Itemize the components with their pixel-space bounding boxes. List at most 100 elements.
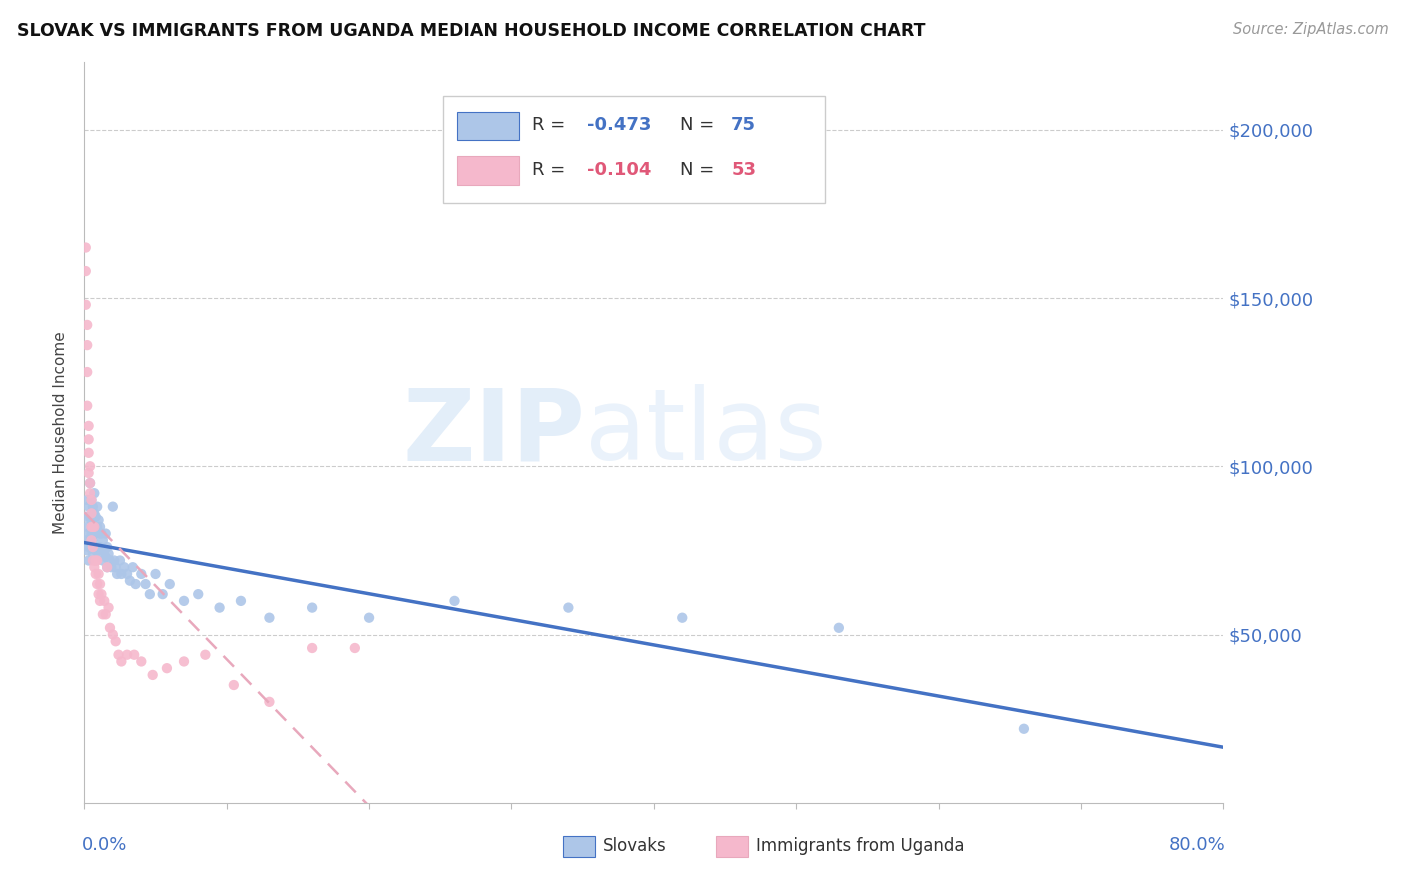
Point: [145, 566, 167, 581]
Point: [80, 513, 103, 527]
Point: [76, 492, 98, 507]
Point: [359, 610, 381, 624]
Text: 53: 53: [731, 161, 756, 178]
Bar: [457, 156, 519, 185]
Point: [156, 661, 179, 675]
Point: [84, 526, 107, 541]
Point: [84, 509, 107, 524]
Point: [84, 553, 107, 567]
Point: [90, 547, 112, 561]
Point: [75, 298, 97, 312]
Point: [194, 648, 217, 662]
Point: [208, 600, 231, 615]
Text: R =: R =: [531, 161, 571, 178]
FancyBboxPatch shape: [443, 95, 825, 203]
Point: [828, 621, 851, 635]
Point: [301, 600, 323, 615]
Text: 75: 75: [731, 116, 756, 135]
Point: [100, 560, 122, 574]
Point: [94, 550, 117, 565]
Point: [87, 513, 110, 527]
Point: [80, 533, 103, 548]
Point: [90, 526, 112, 541]
Point: [443, 594, 465, 608]
Point: [98, 553, 121, 567]
Point: [86, 577, 108, 591]
Point: [301, 640, 323, 655]
Point: [259, 695, 281, 709]
Point: [152, 587, 174, 601]
Point: [89, 540, 111, 554]
Point: [86, 553, 108, 567]
Point: [83, 507, 105, 521]
Point: [112, 560, 135, 574]
Point: [82, 520, 104, 534]
Point: [159, 577, 181, 591]
Text: Immigrants from Uganda: Immigrants from Uganda: [756, 838, 965, 855]
Bar: [457, 112, 519, 140]
Point: [98, 621, 121, 635]
Point: [80, 492, 103, 507]
Point: [139, 587, 162, 601]
Point: [96, 560, 118, 574]
Bar: [717, 836, 748, 857]
Point: [77, 446, 100, 460]
Text: 80.0%: 80.0%: [1168, 836, 1226, 855]
Point: [104, 560, 127, 574]
Point: [131, 566, 153, 581]
Text: Slovaks: Slovaks: [603, 838, 666, 855]
Point: [89, 594, 111, 608]
Point: [94, 607, 117, 622]
Text: -0.104: -0.104: [586, 161, 651, 178]
Point: [91, 607, 114, 622]
Point: [110, 655, 132, 669]
Point: [142, 668, 165, 682]
Point: [86, 500, 108, 514]
Point: [84, 566, 107, 581]
Point: [101, 627, 124, 641]
Point: [173, 594, 195, 608]
Point: [229, 594, 252, 608]
Point: [108, 553, 131, 567]
Point: [1012, 722, 1035, 736]
Point: [124, 577, 146, 591]
Point: [96, 540, 118, 554]
Point: [76, 338, 98, 352]
Point: [80, 520, 103, 534]
Point: [131, 655, 153, 669]
Point: [135, 577, 157, 591]
Point: [173, 655, 195, 669]
Point: [83, 520, 105, 534]
Point: [83, 486, 105, 500]
Point: [77, 526, 100, 541]
Text: atlas: atlas: [585, 384, 827, 481]
Point: [222, 678, 245, 692]
Point: [75, 264, 97, 278]
Point: [80, 507, 103, 521]
Point: [82, 533, 104, 548]
Point: [121, 560, 143, 574]
Y-axis label: Median Household Income: Median Household Income: [53, 331, 69, 534]
Point: [77, 433, 100, 447]
Point: [93, 543, 115, 558]
Bar: [562, 836, 595, 857]
Point: [91, 533, 114, 548]
Text: Source: ZipAtlas.com: Source: ZipAtlas.com: [1233, 22, 1389, 37]
Point: [84, 543, 107, 558]
Point: [671, 610, 693, 624]
Point: [90, 587, 112, 601]
Point: [91, 553, 114, 567]
Point: [89, 520, 111, 534]
Point: [107, 648, 129, 662]
Point: [76, 365, 98, 379]
Point: [101, 500, 124, 514]
Point: [82, 540, 104, 554]
Point: [79, 476, 101, 491]
Point: [94, 526, 117, 541]
Point: [110, 566, 132, 581]
Point: [82, 547, 104, 561]
Point: [79, 459, 101, 474]
Point: [187, 587, 209, 601]
Point: [79, 509, 101, 524]
Point: [557, 600, 579, 615]
